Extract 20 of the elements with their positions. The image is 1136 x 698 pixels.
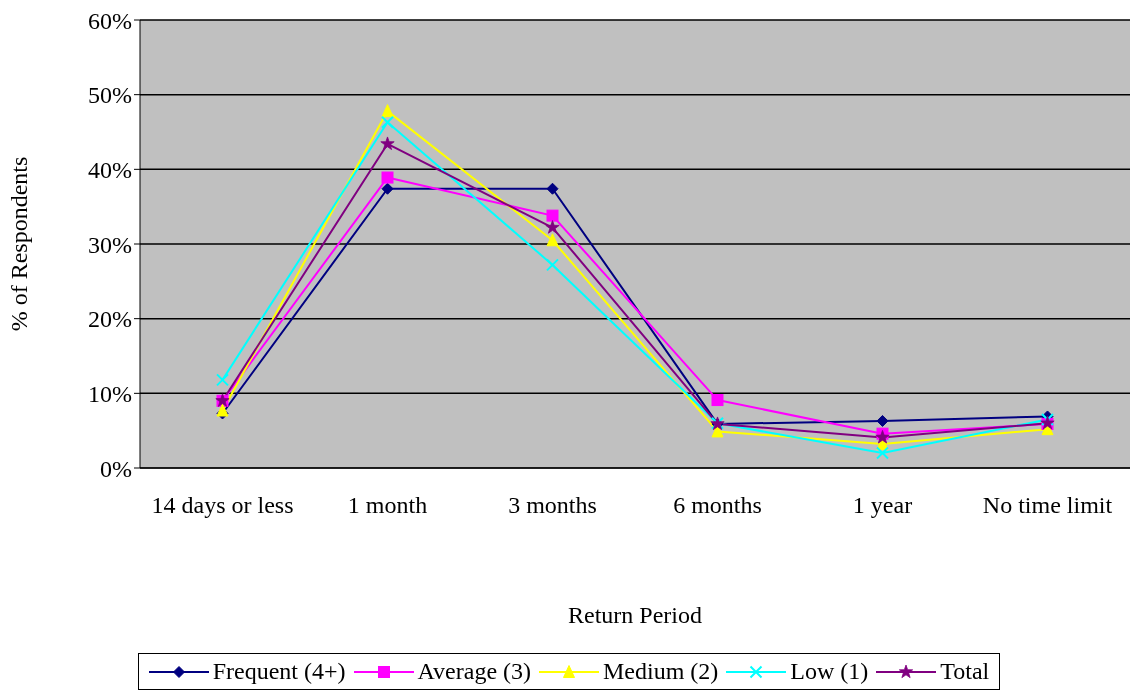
legend-label: Average (3) xyxy=(417,658,532,685)
x-tick-label: 1 year xyxy=(852,492,913,519)
x-tick-label: 14 days or less xyxy=(151,492,294,519)
y-tick-label: 40% xyxy=(88,156,132,183)
legend-label: Frequent (4+) xyxy=(212,658,346,685)
x-tick-label: 1 month xyxy=(347,492,428,519)
x-axis-title: Return Period xyxy=(568,602,702,628)
x-tick-label: 6 months xyxy=(673,492,762,519)
y-tick-label: 30% xyxy=(88,231,132,258)
y-tick-label: 20% xyxy=(88,306,132,333)
y-tick-label: 10% xyxy=(88,380,132,407)
y-tick-label: 50% xyxy=(88,82,132,109)
legend-label: Low (1) xyxy=(790,658,869,685)
y-tick-label: 60% xyxy=(88,7,132,34)
x-tick-label: 3 months xyxy=(508,492,597,519)
y-tick-label: 0% xyxy=(100,455,132,482)
legend-label: Total xyxy=(940,658,990,685)
legend-label: Medium (2) xyxy=(603,658,719,685)
y-axis-title: % of Respondents xyxy=(5,156,32,332)
x-tick-label: No time limit xyxy=(982,492,1113,519)
